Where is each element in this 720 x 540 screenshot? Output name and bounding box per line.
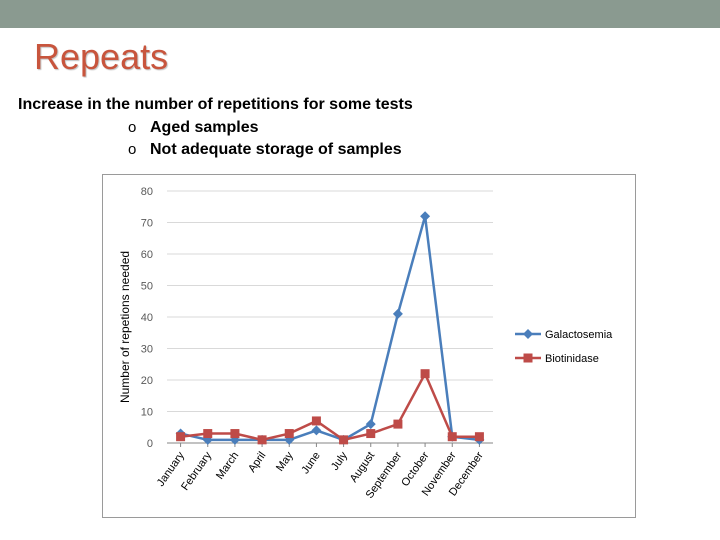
data-point [392, 308, 403, 319]
data-point [447, 432, 457, 442]
series-line-biotinidase [180, 370, 480, 442]
data-point [420, 211, 431, 222]
data-point [474, 432, 484, 442]
data-point [230, 429, 240, 439]
data-point [339, 435, 349, 445]
y-tick-label: 0 [147, 438, 153, 450]
data-point [257, 435, 267, 445]
x-tick-label: July [329, 449, 350, 472]
legend-marker [523, 353, 533, 363]
slide-subtitle: Increase in the number of repetitions fo… [18, 96, 413, 113]
x-tick-label: May [274, 449, 296, 473]
bullet-list: o Aged samples o Not adequate storage of s… [128, 117, 402, 161]
data-point [176, 432, 186, 442]
bullet-text: Not adequate storage of samples [150, 141, 402, 158]
data-point [311, 416, 321, 426]
data-point [365, 419, 376, 430]
y-tick-label: 70 [141, 218, 153, 230]
chart-frame: 0 10 20 30 40 50 60 70 80 January February March Apr… [102, 174, 636, 518]
y-tick-label: 20 [141, 375, 153, 387]
y-axis-title: Number of repetions needed [118, 251, 132, 403]
bullet-item: o Not adequate storage of samples [128, 139, 402, 161]
legend-marker [523, 329, 533, 339]
data-point [393, 419, 403, 429]
legend-label: Biotinidase [545, 353, 599, 365]
top-bar [0, 0, 720, 28]
y-tick-label: 40 [141, 312, 153, 324]
data-point [203, 429, 213, 439]
legend-label: Galactosemia [545, 329, 613, 341]
data-point [284, 429, 294, 439]
x-tick-label: April [246, 450, 268, 475]
series-line-galactosemia [180, 215, 480, 442]
bullet-item: o Aged samples [128, 117, 402, 139]
y-tick-label: 50 [141, 281, 153, 293]
data-point [420, 369, 430, 379]
data-point [311, 425, 322, 436]
bullet-text: Aged samples [150, 119, 259, 136]
y-tick-label: 80 [141, 186, 153, 198]
x-tick-label: March [214, 450, 241, 482]
bullet-marker: o [128, 119, 137, 136]
y-tick-label: 10 [141, 407, 153, 419]
slide-title: Repeats [34, 36, 169, 77]
y-tick-label: 30 [141, 344, 153, 356]
data-point [366, 429, 376, 439]
bullet-marker: o [128, 141, 137, 158]
x-tick-label: June [299, 450, 323, 476]
y-tick-label: 60 [141, 249, 153, 261]
